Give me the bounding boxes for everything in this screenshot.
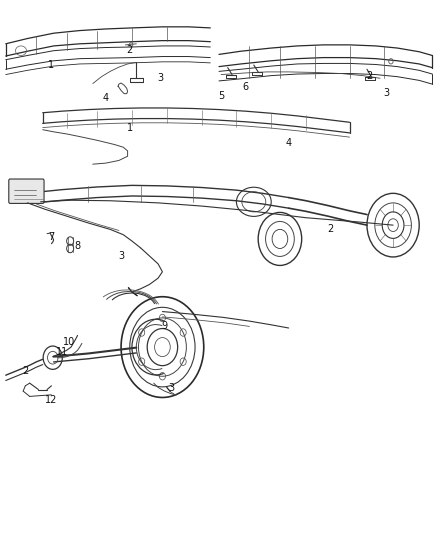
Text: 12: 12 [45, 395, 58, 405]
Text: 2: 2 [327, 224, 333, 235]
Text: 8: 8 [74, 241, 81, 252]
Text: 6: 6 [242, 82, 248, 92]
Text: 3: 3 [118, 251, 124, 261]
Text: 11: 11 [56, 348, 68, 358]
Text: 9: 9 [162, 321, 168, 331]
Text: 4: 4 [286, 139, 292, 149]
Text: 7: 7 [48, 232, 55, 243]
Text: 1: 1 [48, 60, 54, 70]
Text: 3: 3 [384, 87, 390, 98]
Text: 2: 2 [366, 70, 372, 80]
Text: 3: 3 [168, 383, 174, 393]
Text: 10: 10 [63, 337, 75, 347]
Text: 1: 1 [127, 123, 133, 133]
FancyBboxPatch shape [9, 179, 44, 204]
Text: 4: 4 [103, 93, 109, 103]
Text: 2: 2 [127, 45, 133, 55]
Text: 3: 3 [157, 73, 163, 83]
Text: 5: 5 [218, 91, 224, 101]
Text: 2: 2 [22, 367, 28, 376]
